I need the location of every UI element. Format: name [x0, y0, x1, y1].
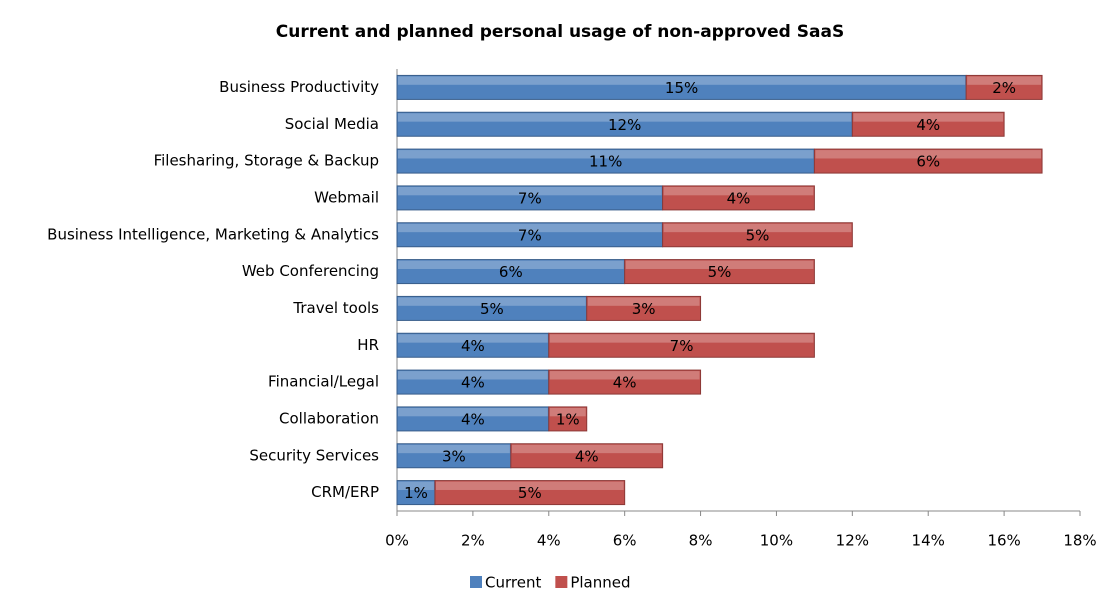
data-label: 4%: [916, 116, 940, 134]
data-label: 1%: [556, 410, 580, 428]
bar-highlight: [398, 113, 852, 122]
y-tick-label: Business Productivity: [219, 78, 379, 96]
data-label: 5%: [746, 226, 770, 244]
y-tick-label: Travel tools: [292, 299, 379, 317]
bar-highlight: [398, 481, 434, 490]
data-label: 7%: [518, 226, 542, 244]
legend-label: Current: [485, 574, 541, 592]
y-tick-label: Filesharing, Storage & Backup: [154, 152, 379, 170]
bar-highlight: [587, 297, 700, 306]
data-label: 6%: [499, 263, 523, 281]
bar-highlight: [549, 407, 586, 417]
legend-swatch: [470, 576, 482, 588]
bar-highlight: [398, 76, 966, 85]
bar-segment: [624, 259, 815, 285]
x-tick-label: 0%: [385, 532, 409, 550]
data-label: 15%: [665, 79, 698, 97]
y-tick-label: Collaboration: [279, 409, 379, 427]
y-tick-label: HR: [357, 336, 379, 354]
bar-segment: [396, 480, 436, 506]
data-label: 2%: [992, 79, 1016, 97]
bar-highlight: [398, 444, 510, 454]
bar-highlight: [398, 407, 548, 417]
bar-segment: [548, 369, 702, 395]
data-label: 12%: [608, 116, 641, 134]
bar-segment: [813, 148, 1043, 174]
y-tick-label: Web Conferencing: [242, 262, 379, 280]
x-tick-label: 18%: [1063, 532, 1096, 550]
data-label: 11%: [589, 153, 622, 171]
x-tick-label: 12%: [836, 532, 869, 550]
data-label: 7%: [518, 189, 542, 207]
x-tick-label: 4%: [537, 532, 561, 550]
bar-segment: [548, 332, 815, 358]
y-tick-label: Business Intelligence, Marketing & Analy…: [47, 225, 379, 243]
y-tick-label: Financial/Legal: [268, 373, 379, 391]
bar-segment: [548, 406, 588, 432]
bar-segment: [396, 332, 550, 358]
x-tick-label: 2%: [461, 532, 485, 550]
bar-segment: [965, 74, 1043, 100]
data-label: 4%: [613, 374, 637, 392]
legend-label: Planned: [570, 574, 630, 592]
y-tick-label: Social Media: [285, 115, 379, 133]
x-tick-label: 14%: [912, 532, 945, 550]
bar-segment: [510, 443, 664, 469]
data-label: 4%: [461, 374, 485, 392]
bar-segment: [662, 185, 815, 211]
data-label: 3%: [632, 300, 656, 318]
data-label: 4%: [575, 447, 599, 465]
chart-title: Current and planned personal usage of no…: [276, 22, 844, 42]
bar-highlight: [398, 371, 548, 380]
bar-highlight: [435, 481, 624, 490]
y-tick-label: Webmail: [314, 188, 379, 206]
bar-segment: [396, 74, 967, 100]
data-label: 5%: [708, 263, 732, 281]
data-label: 4%: [461, 337, 485, 355]
bar-highlight: [511, 444, 662, 454]
data-label: 4%: [461, 410, 485, 428]
bar-highlight: [398, 223, 662, 233]
data-label: 1%: [404, 484, 428, 502]
data-label: 5%: [518, 484, 542, 502]
bar-highlight: [853, 113, 1004, 122]
bar-segment: [434, 480, 626, 506]
data-label: 3%: [442, 447, 466, 465]
bar-highlight: [398, 260, 624, 269]
bar-highlight: [663, 186, 814, 196]
bar-segment: [662, 222, 853, 248]
x-tick-label: 8%: [689, 532, 713, 550]
bar-highlight: [663, 223, 852, 233]
bar-segment: [396, 222, 664, 248]
bar-highlight: [398, 150, 814, 159]
bar-segment: [396, 406, 550, 432]
bar-highlight: [398, 334, 548, 343]
data-label: 7%: [670, 337, 694, 355]
x-tick-label: 16%: [987, 532, 1020, 550]
x-tick-label: 10%: [760, 532, 793, 550]
bar-segment: [396, 369, 550, 395]
bar-highlight: [625, 260, 814, 269]
data-label: 6%: [916, 153, 940, 171]
bar-highlight: [549, 334, 814, 343]
legend-swatch: [555, 576, 568, 588]
bar-segment: [851, 111, 1005, 137]
bar-segment: [396, 185, 664, 211]
bar-highlight: [398, 186, 662, 196]
data-label: 4%: [727, 189, 751, 207]
bar-segment: [396, 295, 588, 321]
bar-segment: [396, 148, 815, 174]
bar-highlight: [549, 371, 700, 380]
bar-highlight: [398, 297, 586, 306]
y-tick-label: Security Services: [249, 446, 379, 464]
data-label: 5%: [480, 300, 504, 318]
y-tick-label: CRM/ERP: [311, 483, 379, 501]
bar-highlight: [815, 150, 1042, 159]
bar-segment: [396, 259, 626, 285]
bar-segment: [586, 295, 702, 321]
bar-highlight: [967, 76, 1042, 85]
x-tick-label: 6%: [613, 532, 637, 550]
